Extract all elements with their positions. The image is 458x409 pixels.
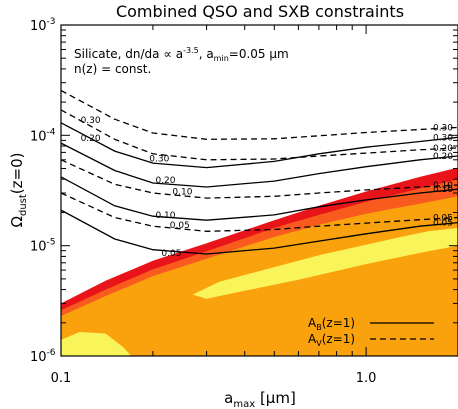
ab-curve-0.20-end-label: 0.20: [433, 152, 453, 162]
av-curve-0.05: [61, 192, 458, 232]
ab-curve-0.30-label: 0.30: [149, 154, 169, 164]
ab-curve-0.05-end-label: 0.05: [433, 219, 453, 229]
plot-frame: [60, 24, 458, 357]
curves: [61, 89, 458, 255]
curve-labels: 0.050.050.100.100.200.200.300.300.050.05…: [81, 116, 454, 259]
ab-curve-0.10: [61, 176, 458, 221]
ab-curve-0.30-end-label: 0.30: [433, 133, 453, 143]
ab-curve-0.10-label: 0.10: [155, 211, 175, 221]
av-curve-0.30-end-label: 0.30: [433, 123, 453, 133]
x-tick-label: 1.0: [356, 371, 377, 386]
chart-title: Combined QSO and SXB constraints: [116, 2, 404, 21]
annotation-line-1: Silicate, dn/da ∝ a-3.5, amin=0.05 μm: [74, 46, 289, 63]
av-curve-0.20-end-label: 0.20: [433, 144, 453, 154]
region-4: [192, 227, 458, 299]
y-axis-label: Ωdust(z=0): [8, 153, 29, 228]
av-curve-0.20-label: 0.20: [81, 134, 101, 144]
av-curve-0.30: [61, 89, 458, 140]
av-curve-0.10: [61, 159, 458, 199]
legend-entry-av: AV(z=1): [308, 332, 355, 348]
axis-ticks: [60, 24, 458, 357]
ab-curve-0.10-end-label: 0.10: [433, 185, 453, 195]
x-tick-label: 0.1: [51, 371, 72, 386]
av-curve-0.10-label: 0.10: [172, 188, 192, 198]
ab-curve-0.20-label: 0.20: [155, 176, 175, 186]
y-tick-label: 10-4: [30, 127, 56, 144]
y-tick-label: 10-6: [30, 348, 56, 365]
ab-curve-0.20: [61, 142, 458, 188]
legend-entry-ab: AB(z=1): [308, 316, 355, 332]
av-curve-0.30-label: 0.30: [81, 116, 101, 126]
annotation-line-2: n(z) = const.: [74, 62, 151, 76]
region-3: [61, 332, 132, 356]
ab-curve-0.30: [61, 122, 458, 169]
av-curve-0.05-label: 0.05: [170, 221, 190, 231]
y-tick-labels: 10-6 10-5 10-4 10-3: [30, 17, 56, 365]
x-tick-labels: 0.1 1.0: [51, 371, 377, 386]
ab-curve-0.05: [61, 209, 458, 255]
ab-curve-0.05-label: 0.05: [161, 249, 181, 259]
legend: AB(z=1) AV(z=1): [308, 316, 434, 348]
av-curve-0.20: [61, 109, 458, 161]
x-axis-label: amax [μm]: [224, 389, 296, 409]
constraint-regions: [61, 167, 458, 356]
y-tick-label: 10-5: [30, 238, 56, 255]
av-curve-0.05-end-label: 0.05: [433, 214, 453, 224]
y-tick-label: 10-3: [30, 17, 56, 34]
av-curve-0.10-end-label: 0.10: [433, 181, 453, 191]
